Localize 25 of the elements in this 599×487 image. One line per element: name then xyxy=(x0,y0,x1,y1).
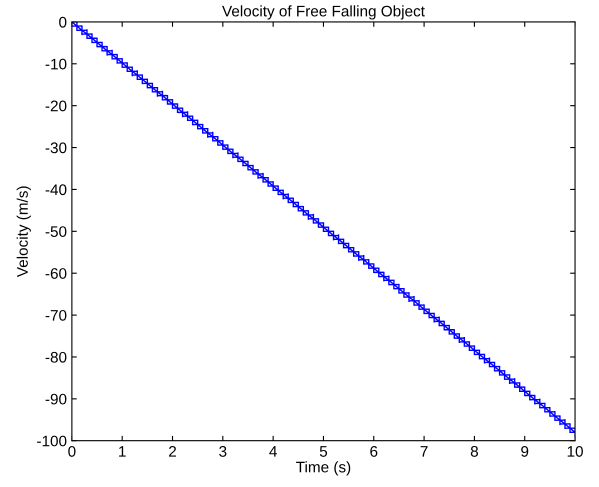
y-tick-label: -60 xyxy=(46,268,66,279)
y-tick-label: -70 xyxy=(46,310,66,321)
x-tick-label: 4 xyxy=(269,446,277,457)
x-tick-label: 3 xyxy=(219,446,226,457)
x-tick-label: 7 xyxy=(420,446,428,457)
x-tick-label: 2 xyxy=(169,446,176,457)
x-tick-label: 9 xyxy=(521,446,528,457)
x-tick-label: 1 xyxy=(119,446,126,457)
y-tick-label: -50 xyxy=(46,226,66,238)
y-tick-label: -80 xyxy=(46,352,66,363)
x-tick-label: 5 xyxy=(320,446,328,457)
y-tick-label: -10 xyxy=(46,58,66,70)
y-tick-label: -20 xyxy=(46,100,66,112)
x-tick-label: 10 xyxy=(568,446,583,457)
x-tick-label: 0 xyxy=(68,446,76,457)
y-tick-label: -30 xyxy=(46,142,66,154)
x-tick-label: 8 xyxy=(470,446,478,457)
y-tick-label: 0 xyxy=(59,16,66,28)
chart-title: Velocity of Free Falling Object xyxy=(222,5,425,20)
x-axis-title: Time (s) xyxy=(296,461,350,476)
y-axis-title: Velocity (m/s) xyxy=(16,186,31,278)
y-tick-label: -90 xyxy=(46,394,66,405)
x-tick-label: 6 xyxy=(370,446,378,457)
y-tick-label: -100 xyxy=(37,436,66,446)
y-tick-label: -40 xyxy=(46,184,66,196)
